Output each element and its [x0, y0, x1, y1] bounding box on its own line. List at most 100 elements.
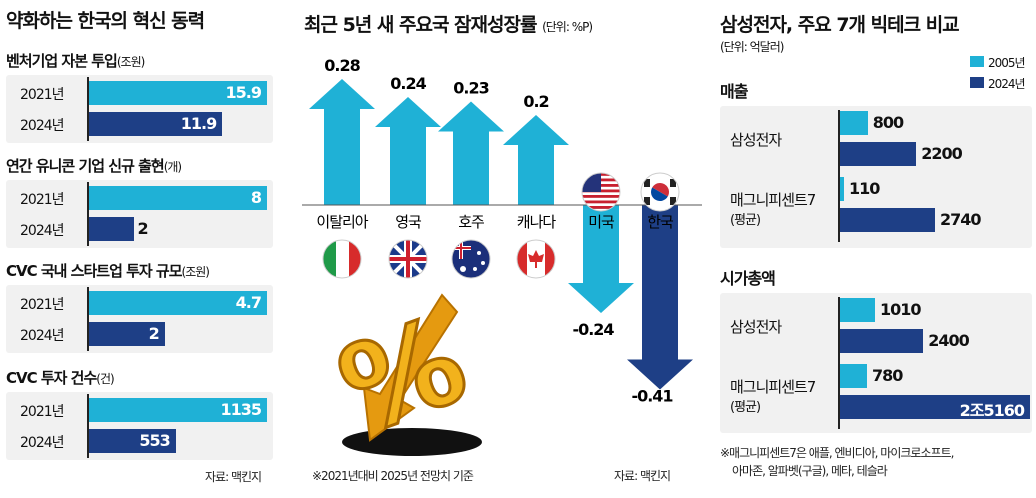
legend-2005-swatch — [970, 56, 984, 67]
bar-value-label: 2 — [137, 219, 149, 238]
bar-value-label: 1010 — [880, 300, 922, 319]
panel3-note-2: 아마존, 알파벳(구글), 메타, 테슬라 — [732, 464, 888, 478]
growth-value-label: 0.2 — [523, 92, 548, 111]
bar-value-label: 780 — [872, 366, 903, 385]
subchart-title: CVC 투자 건수(건) — [6, 367, 115, 388]
subchart-title: 매출 — [720, 82, 748, 101]
subchart-axis — [838, 110, 840, 242]
year-label: 2024년 — [20, 118, 65, 134]
growth-value-label: -0.41 — [631, 387, 673, 406]
panel3-unit: (단위: 억달러) — [720, 40, 784, 54]
country-label: 호주 — [458, 213, 484, 231]
bar-2024 — [89, 429, 176, 453]
panel3-note-1: ※매그니피센트7은 애플, 엔비디아, 마이크로소프트, — [720, 446, 954, 460]
subchart-unit: (건) — [96, 372, 114, 386]
growth-chart: % 0.28 이탈리아 0.24 영국 0.23 호주 0.2 캐나다 -0.24 미국 -0.41 한… — [302, 56, 702, 464]
bar-2005 — [840, 111, 868, 135]
subchart-unit: (조원) — [181, 265, 210, 279]
bar-value-label: 553 — [139, 431, 170, 450]
group-sublabel: (평균) — [730, 400, 761, 415]
bar-2021 — [89, 291, 267, 315]
bar-2024 — [840, 142, 917, 166]
growth-panel: 최근 5년 새 주요국 잠재성장률 (단위: %P) % 0.28 이탈리아 0.24… — [292, 0, 712, 498]
bar-2024 — [840, 395, 1030, 419]
group-label: 삼성전자 — [730, 131, 782, 149]
percent-arrow-icon: % — [321, 289, 485, 464]
panel1-source: 자료: 맥킨지 — [205, 470, 262, 484]
canada-flag-icon — [516, 239, 556, 279]
bar-value-label: 2400 — [928, 331, 970, 350]
bar-value-label: 1135 — [220, 400, 262, 419]
subchart-title: CVC 국내 스타트업 투자 규모(조원) — [6, 260, 210, 281]
subchart-title-text: 연간 유니콘 기업 신규 출현 — [6, 157, 165, 175]
subchart-title-text: 벤처기업 자본 투입 — [6, 52, 118, 70]
subchart-axis — [87, 182, 89, 246]
australia-flag-icon — [451, 239, 491, 279]
group-sublabel: (평균) — [730, 213, 761, 228]
bar-value-label: 2740 — [940, 210, 982, 229]
bar-value-label: 2200 — [921, 144, 963, 163]
country-label: 영국 — [395, 213, 422, 231]
bar-2021 — [89, 398, 267, 422]
legend-2024-swatch — [970, 77, 984, 88]
year-label: 2024년 — [20, 223, 65, 239]
bar-value-label: 2조5160 — [959, 401, 1025, 420]
bar-2005 — [840, 364, 868, 388]
subchart-title: 벤처기업 자본 투입(조원) — [6, 50, 145, 71]
bar-value-label: 11.9 — [180, 114, 217, 133]
subchart-title: 시가총액 — [720, 269, 776, 288]
panel2-title-text: 최근 5년 새 주요국 잠재성장률 — [304, 14, 537, 36]
panel2-title: 최근 5년 새 주요국 잠재성장률 (단위: %P) — [304, 10, 593, 37]
bar-2005 — [840, 298, 876, 322]
bar-2024 — [840, 208, 935, 232]
bar-value-label: 110 — [849, 179, 880, 198]
growth-arrow-up — [375, 97, 441, 205]
panel2-unit: (단위: %P) — [542, 20, 593, 34]
year-label: 2021년 — [20, 404, 65, 420]
bar-2005 — [840, 177, 844, 201]
year-label: 2021년 — [20, 87, 65, 103]
bar-2024 — [840, 329, 924, 353]
subchart-title-text: CVC 국내 스타트업 투자 규모 — [6, 262, 183, 280]
legend-2024-label: 2024년 — [988, 77, 1026, 91]
bar-2021 — [89, 81, 267, 105]
bar-2024 — [89, 112, 223, 136]
bar-2024 — [89, 322, 165, 346]
italy-flag-icon — [322, 239, 362, 279]
group-label: 삼성전자 — [730, 318, 782, 336]
growth-arrow-up — [503, 115, 569, 205]
subchart-title: 연간 유니콘 기업 신규 출현(개) — [6, 155, 182, 176]
legend-2005-label: 2005년 — [988, 56, 1026, 70]
panel3-title: 삼성전자, 주요 7개 빅테크 비교 — [720, 14, 960, 36]
country-label: 미국 — [588, 213, 615, 231]
growth-arrow-down — [627, 205, 693, 390]
bar-value-label: 15.9 — [225, 83, 262, 102]
year-label: 2024년 — [20, 435, 65, 451]
bigtech-panel: 삼성전자, 주요 7개 빅테크 비교 (단위: 억달러) 2005년 2024년… — [716, 0, 1036, 498]
subchart-title-text: CVC 투자 건수 — [6, 369, 97, 387]
subchart-unit: (개) — [163, 160, 182, 174]
bar-value-label: 800 — [872, 113, 904, 132]
growth-arrow-up — [438, 101, 504, 205]
subchart-axis — [87, 77, 89, 141]
year-label: 2021년 — [20, 297, 65, 313]
country-label: 캐나다 — [517, 213, 557, 231]
bar-value-label: 8 — [250, 188, 262, 207]
panel2-note: ※2021년대비 2025년 전망치 기준 — [312, 469, 474, 483]
bar-value-label: 2 — [148, 324, 160, 343]
innovation-panel: 약화하는 한국의 혁신 동력 벤처기업 자본 투입(조원) 2021년 15.9 20… — [0, 0, 282, 498]
panel2-source: 자료: 맥킨지 — [614, 469, 671, 483]
bar-value-label: 4.7 — [235, 293, 262, 312]
group-label: 매그니피센트7 — [730, 191, 816, 209]
country-label: 한국 — [647, 213, 674, 231]
year-label: 2024년 — [20, 328, 65, 344]
year-label: 2021년 — [20, 192, 65, 208]
uk-flag-icon — [388, 239, 428, 279]
us-flag-icon — [581, 172, 621, 212]
growth-value-label: 0.28 — [324, 56, 360, 75]
subchart-unit: (조원) — [116, 55, 145, 69]
growth-value-label: 0.24 — [390, 74, 426, 93]
bar-2024 — [89, 217, 134, 241]
korea-flag-icon — [640, 172, 680, 212]
panel1-title: 약화하는 한국의 혁신 동력 — [6, 10, 205, 32]
